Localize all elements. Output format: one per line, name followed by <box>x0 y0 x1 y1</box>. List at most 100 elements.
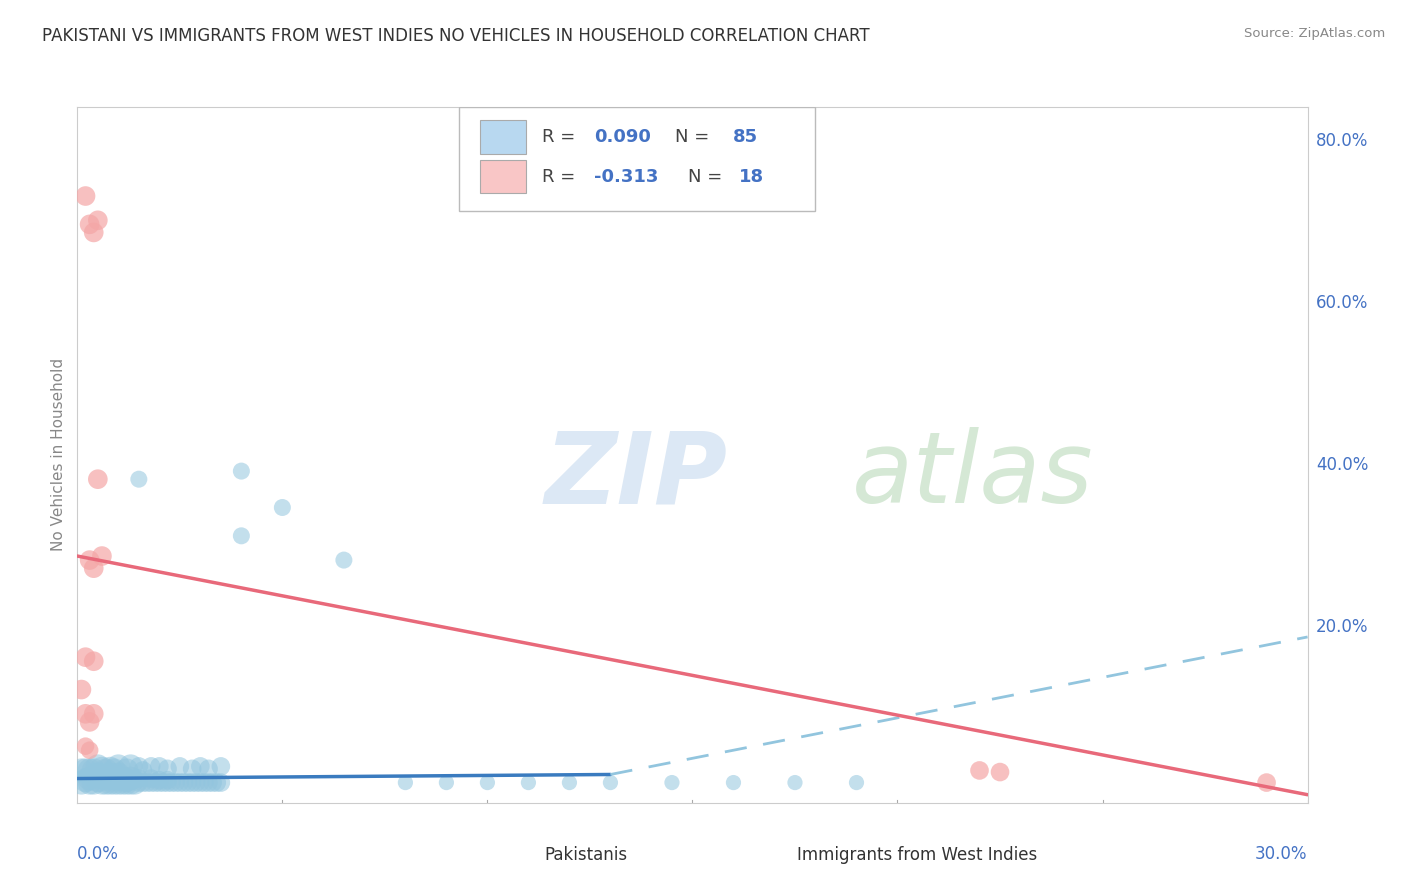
Y-axis label: No Vehicles in Household: No Vehicles in Household <box>51 359 66 551</box>
Point <box>79 553 101 567</box>
Point <box>477 775 499 789</box>
Text: N =: N = <box>675 128 716 146</box>
Point <box>79 764 101 778</box>
Point <box>120 775 142 789</box>
Point <box>107 767 129 781</box>
Text: 30.0%: 30.0% <box>1256 845 1308 863</box>
Point <box>141 775 163 789</box>
Point <box>143 775 166 789</box>
Point <box>188 775 212 789</box>
Point <box>79 743 101 757</box>
Point <box>152 775 174 789</box>
Point <box>988 765 1011 780</box>
Bar <box>502 841 533 869</box>
Point <box>90 762 114 776</box>
Point <box>169 759 191 773</box>
Point <box>75 773 97 788</box>
Point <box>517 775 540 789</box>
Point <box>103 772 125 786</box>
Point <box>79 218 101 232</box>
Point <box>70 682 93 697</box>
Point <box>70 764 93 778</box>
Point <box>193 775 215 789</box>
Point <box>271 500 294 515</box>
Point <box>156 773 179 788</box>
Point <box>169 775 191 789</box>
Point <box>90 770 114 784</box>
Point <box>83 706 105 721</box>
Point <box>333 553 356 567</box>
Point <box>70 775 93 789</box>
Text: R =: R = <box>543 168 581 186</box>
Point <box>181 762 204 776</box>
Point <box>98 775 121 789</box>
Point <box>75 650 97 665</box>
Text: Source: ZipAtlas.com: Source: ZipAtlas.com <box>1244 27 1385 40</box>
Point <box>436 775 458 789</box>
Point <box>209 775 232 789</box>
Point <box>209 759 232 773</box>
Point <box>75 189 97 203</box>
Text: 0.0%: 0.0% <box>77 845 120 863</box>
Point <box>197 762 219 776</box>
Text: Immigrants from West Indies: Immigrants from West Indies <box>797 846 1038 864</box>
Point <box>83 561 105 575</box>
Point <box>783 775 806 789</box>
Point <box>75 739 97 754</box>
Point <box>197 775 219 789</box>
Point <box>115 775 138 789</box>
Point <box>148 759 170 773</box>
Text: PAKISTANI VS IMMIGRANTS FROM WEST INDIES NO VEHICLES IN HOUSEHOLD CORRELATION CH: PAKISTANI VS IMMIGRANTS FROM WEST INDIES… <box>42 27 870 45</box>
Point <box>188 759 212 773</box>
Point <box>103 764 125 778</box>
Point <box>83 764 105 778</box>
Text: ZIP: ZIP <box>546 427 728 524</box>
Point <box>120 759 142 773</box>
Point <box>120 772 142 786</box>
Point <box>141 772 163 786</box>
Point <box>115 773 138 788</box>
Point <box>148 775 170 789</box>
Text: -0.313: -0.313 <box>595 168 658 186</box>
Point <box>75 706 97 721</box>
Point <box>173 775 195 789</box>
Text: Pakistanis: Pakistanis <box>546 846 628 864</box>
Point <box>87 213 110 227</box>
Point <box>231 529 253 543</box>
Point <box>111 772 134 786</box>
Point <box>111 775 134 789</box>
Point <box>124 775 146 789</box>
Point <box>128 759 150 773</box>
Point <box>132 764 155 778</box>
Point <box>115 764 138 778</box>
Point <box>107 759 129 773</box>
Point <box>132 775 155 789</box>
Bar <box>479 160 526 194</box>
Point <box>83 226 105 240</box>
Point <box>107 775 129 789</box>
Point <box>87 759 110 773</box>
Point <box>136 775 159 789</box>
Point <box>128 772 150 786</box>
Point <box>599 775 621 789</box>
Point <box>181 775 204 789</box>
Point <box>87 773 110 788</box>
Point <box>87 472 110 486</box>
Point <box>661 775 683 789</box>
Point <box>205 775 228 789</box>
Point <box>160 775 183 789</box>
Bar <box>479 120 526 153</box>
Point <box>394 775 416 789</box>
Text: R =: R = <box>543 128 581 146</box>
Text: 0.090: 0.090 <box>595 128 651 146</box>
Point <box>94 772 117 786</box>
FancyBboxPatch shape <box>458 107 815 211</box>
Point <box>98 767 121 781</box>
Text: atlas: atlas <box>852 427 1094 524</box>
Point <box>231 464 253 478</box>
Point <box>87 767 110 781</box>
Point <box>201 775 224 789</box>
Point <box>98 762 121 776</box>
Point <box>79 714 101 729</box>
Bar <box>754 841 785 869</box>
